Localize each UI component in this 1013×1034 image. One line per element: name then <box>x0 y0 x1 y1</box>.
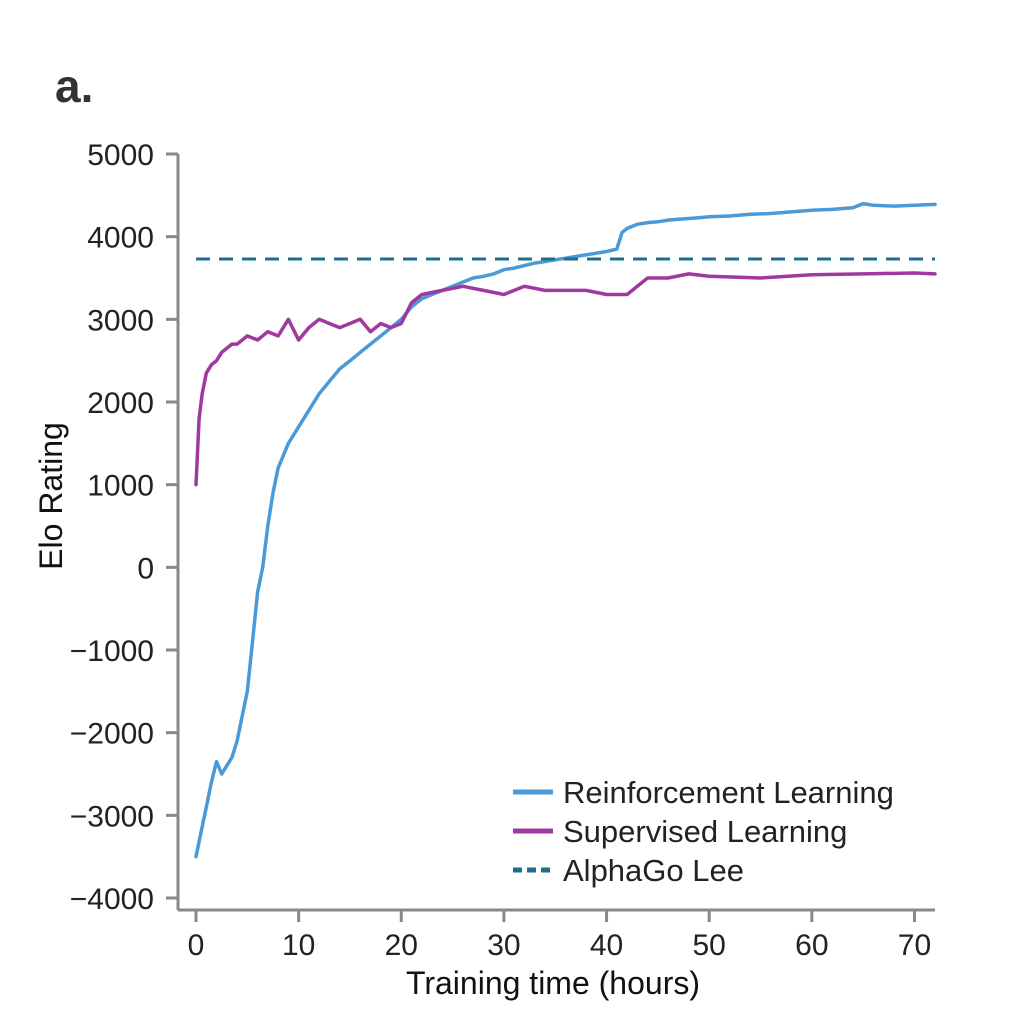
x-tick-label: 20 <box>385 929 418 962</box>
legend: Reinforcement Learning Supervised Learnin… <box>513 775 894 888</box>
y-tick-label: 3000 <box>87 304 154 337</box>
x-tick-label: 70 <box>898 929 931 962</box>
x-tick-label: 50 <box>693 929 726 962</box>
series-line-supervised-learning <box>194 271 937 487</box>
x-tick-label: 40 <box>590 929 623 962</box>
y-tick-label: 4000 <box>87 222 154 255</box>
y-tick-label: −2000 <box>70 718 154 751</box>
x-axis-title: Training time (hours) <box>406 965 700 1001</box>
x-tick-label: 60 <box>795 929 828 962</box>
y-tick-label: 0 <box>137 552 154 585</box>
y-tick-label: 5000 <box>87 139 154 172</box>
y-tick-label: 1000 <box>87 470 154 503</box>
series-lines <box>194 201 937 859</box>
y-axis-ticks: −4000 −3000 −2000 −1000 0 1000 2000 3000 4000 500… <box>70 139 178 916</box>
x-tick-label: 10 <box>282 929 315 962</box>
series-line-reinforcement-learning <box>194 201 937 859</box>
panel-label: a. <box>55 60 93 112</box>
y-tick-label: −1000 <box>70 635 154 668</box>
x-tick-label: 30 <box>487 929 520 962</box>
legend-label: Supervised Learning <box>563 814 847 849</box>
legend-label: AlphaGo Lee <box>563 853 744 888</box>
y-tick-label: −4000 <box>70 883 154 916</box>
x-tick-label: 0 <box>188 929 205 962</box>
y-axis-title: Elo Rating <box>33 422 69 570</box>
y-tick-label: −3000 <box>70 800 154 833</box>
legend-label: Reinforcement Learning <box>563 775 894 810</box>
x-axis-ticks: 0 10 20 30 40 50 60 70 <box>188 910 931 962</box>
y-tick-label: 2000 <box>87 387 154 420</box>
